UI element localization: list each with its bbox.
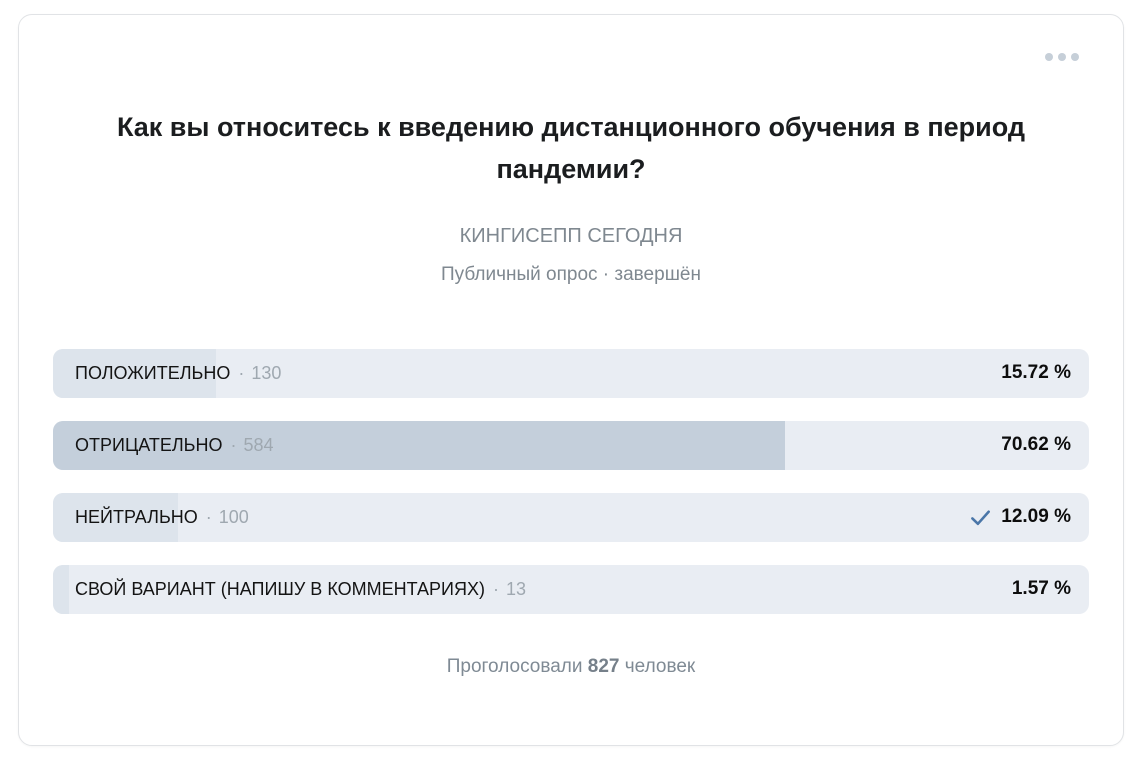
- poll-option-fill-bar: [53, 348, 216, 398]
- poll-option-percent: 70.62 %: [1001, 434, 1071, 456]
- poll-option-vote-count: 100: [218, 506, 249, 527]
- poll-option-vote-count: 13: [505, 578, 526, 599]
- ellipsis-dot: [1058, 53, 1066, 61]
- poll-option-row[interactable]: ОТРИЦАТЕЛЬНО · 584 70.62 %: [53, 420, 1089, 470]
- poll-option-separator: ·: [205, 506, 212, 527]
- poll-option-label: НЕЙТРАЛЬНО: [75, 506, 198, 527]
- poll-option-row[interactable]: НЕЙТРАЛЬНО · 100 12.09 %: [53, 492, 1089, 542]
- poll-option-row[interactable]: ПОЛОЖИТЕЛЬНО · 130 15.72 %: [53, 348, 1089, 398]
- poll-option-vote-count: 584: [243, 434, 274, 455]
- votes-count: 827: [587, 655, 620, 677]
- poll-option-vote-count: 130: [251, 362, 282, 383]
- voted-check-icon: [971, 510, 991, 525]
- poll-type-status: Публичный опрос · завершён: [440, 263, 701, 285]
- poll-option-fill-bar: [53, 564, 70, 614]
- poll-option-separator: ·: [238, 362, 245, 383]
- more-options-button[interactable]: [1039, 43, 1085, 71]
- poll-option-fill-bar: [53, 420, 785, 470]
- poll-card: Как вы относитесь к введению дистанционн…: [18, 14, 1124, 746]
- poll-option-row[interactable]: СВОЙ ВАРИАНТ (НАПИШУ В КОММЕНТАРИЯХ) · 1…: [53, 564, 1089, 614]
- poll-option-label: СВОЙ ВАРИАНТ (НАПИШУ В КОММЕНТАРИЯХ): [75, 578, 485, 599]
- votes-prefix: Проголосовали: [446, 655, 583, 677]
- poll-votes-summary: Проголосовали 827 человек: [53, 654, 1089, 679]
- votes-suffix: человек: [624, 655, 696, 677]
- ellipsis-dot: [1071, 53, 1079, 61]
- poll-option-separator: ·: [230, 434, 237, 455]
- poll-option-fill-bar: [53, 492, 179, 542]
- poll-option-separator: ·: [492, 578, 499, 599]
- ellipsis-dot: [1045, 53, 1053, 61]
- poll-option-percent: 15.72 %: [1001, 362, 1071, 384]
- poll-option-percent: 12.09 %: [1001, 506, 1071, 528]
- poll-question: Как вы относитесь к введению дистанционн…: [116, 112, 1026, 184]
- poll-author-link[interactable]: КИНГИСЕПП СЕГОДНЯ: [459, 224, 683, 247]
- poll-option-percent: 1.57 %: [1011, 578, 1071, 600]
- poll-options-list: ПОЛОЖИТЕЛЬНО · 130 15.72 % ОТРИЦАТЕЛЬНО …: [53, 348, 1089, 614]
- poll-option-label: ПОЛОЖИТЕЛЬНО: [75, 362, 231, 383]
- poll-option-label: ОТРИЦАТЕЛЬНО: [75, 434, 223, 455]
